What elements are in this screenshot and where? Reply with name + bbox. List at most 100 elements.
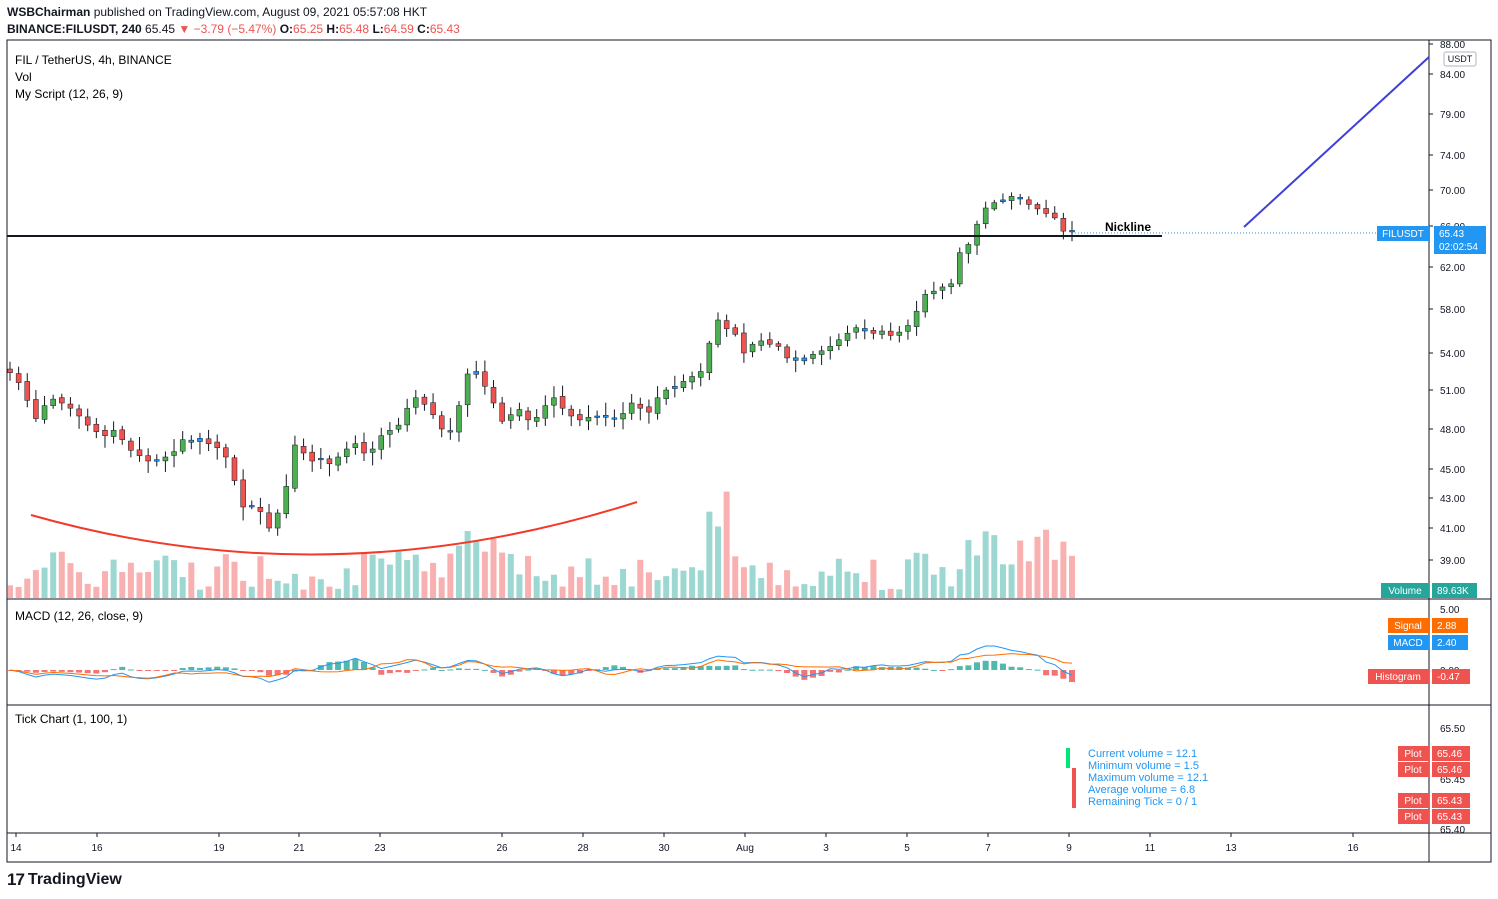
macd-hist-bar: [507, 670, 514, 675]
volume-badge-value: 89.63K: [1437, 586, 1469, 597]
tick-info-current: Current volume = 12.1: [1088, 748, 1197, 760]
candle-body: [879, 330, 885, 335]
legend-title: FIL / TetherUS, 4h, BINANCE: [15, 53, 172, 67]
volume-bar: [516, 574, 523, 598]
candle-body: [84, 416, 91, 426]
macd-hist-bar: [1008, 666, 1015, 670]
macd-hist-bar: [740, 669, 747, 671]
candle-body: [818, 350, 825, 355]
macd-hist-bar: [775, 670, 782, 672]
candle-body: [266, 512, 272, 529]
macd-hist-bar: [680, 666, 687, 670]
time-tick-label: 26: [496, 843, 508, 854]
footer-brand[interactable]: 17 TradingView: [7, 870, 122, 890]
macd-hist-bar: [913, 667, 920, 670]
volume-bar: [706, 511, 713, 598]
plot-value-4: 65.43: [1437, 812, 1462, 823]
candle-body: [67, 403, 74, 409]
volume-bar: [15, 586, 22, 598]
author[interactable]: WSBChairman: [7, 5, 91, 19]
volume-bar: [749, 565, 756, 598]
time-tick-label: 23: [374, 843, 386, 854]
price-tick-label: 88.00: [1440, 40, 1465, 51]
macd-hist-bar: [991, 660, 998, 670]
volume-bar: [499, 552, 506, 598]
macd-hist-bar: [956, 666, 963, 670]
volume-bar: [455, 545, 462, 598]
candle-body: [490, 387, 497, 404]
volume-bar: [1051, 559, 1058, 598]
volume-bar: [222, 554, 229, 598]
volume-bar: [991, 535, 998, 598]
currency-label[interactable]: USDT: [1448, 54, 1473, 64]
plot-value-2: 65.46: [1437, 765, 1462, 776]
macd-hist-bar: [421, 669, 428, 671]
volume-bar: [205, 586, 212, 598]
candle-body: [188, 439, 195, 443]
volume-bar: [766, 562, 773, 598]
time-tick-label: 7: [985, 843, 991, 854]
candle-body: [128, 440, 134, 451]
volume-bar: [490, 538, 497, 598]
volume-badge-label: Volume: [1388, 586, 1422, 597]
candle-body: [473, 371, 479, 375]
volume-bar: [335, 588, 342, 598]
volume-bar: [41, 567, 48, 598]
histogram-badge-value: -0.47: [1437, 672, 1460, 683]
candle-body: [611, 417, 618, 420]
macd-badge-value: 2.40: [1437, 638, 1457, 649]
candle-body: [974, 223, 980, 246]
macd-hist-bar: [257, 670, 264, 673]
macd-hist-bar: [697, 666, 704, 670]
macd-hist-bar: [930, 669, 937, 671]
trend-line: [1243, 56, 1430, 228]
candle-body: [577, 414, 583, 421]
last-price-badge: [1434, 226, 1486, 254]
high-value: 65.48: [339, 22, 370, 36]
candle-body: [516, 409, 523, 417]
volume-bar: [542, 580, 549, 598]
candle-body: [784, 346, 790, 359]
plot-value-badge-4: [1432, 809, 1470, 824]
macd-hist-bar: [41, 670, 48, 673]
candle-body: [300, 446, 307, 454]
macd-hist-bar: [861, 666, 868, 670]
candle-body: [110, 430, 117, 437]
candle-body: [508, 414, 514, 421]
macd-hist-bar: [784, 670, 791, 674]
symbol-line: BINANCE:FILUSDT, 240: [7, 22, 142, 36]
macd-hist-bar: [326, 662, 333, 670]
candle-body: [33, 399, 39, 419]
time-tick-label: 21: [293, 843, 305, 854]
macd-hist-bar: [67, 670, 74, 673]
candle-body: [905, 325, 911, 332]
volume-bar: [127, 562, 134, 598]
candle-body: [352, 443, 359, 448]
candle-body: [162, 456, 169, 462]
candle-body: [154, 459, 160, 462]
macd-hist-bar: [205, 667, 212, 670]
candle-body: [628, 402, 635, 414]
time-tick-label: 3: [823, 843, 829, 854]
volume-bar: [974, 555, 981, 598]
symbol-badge: [1377, 226, 1430, 241]
macd-hist-bar: [835, 670, 842, 673]
tick-info-avg: Average volume = 6.8: [1088, 784, 1195, 796]
histogram-value-badge: [1432, 669, 1470, 684]
macd-hist-bar: [887, 667, 894, 670]
time-tick-label: 13: [1225, 843, 1237, 854]
candle-body: [957, 252, 963, 285]
volume-bar: [412, 554, 419, 598]
signal-badge: [1388, 618, 1429, 633]
candle-body: [801, 357, 808, 362]
published-text: published on TradingView.com, August 09,…: [93, 5, 428, 19]
tick-info-max: Maximum volume = 12.1: [1088, 772, 1208, 784]
candle-body: [913, 310, 920, 327]
candle-body: [525, 410, 531, 421]
macd-hist-bar: [361, 662, 367, 670]
legend-vol: Vol: [15, 70, 32, 84]
plot-badge-1: [1398, 746, 1429, 761]
volume-bar: [274, 580, 281, 598]
candle-body: [249, 505, 255, 508]
